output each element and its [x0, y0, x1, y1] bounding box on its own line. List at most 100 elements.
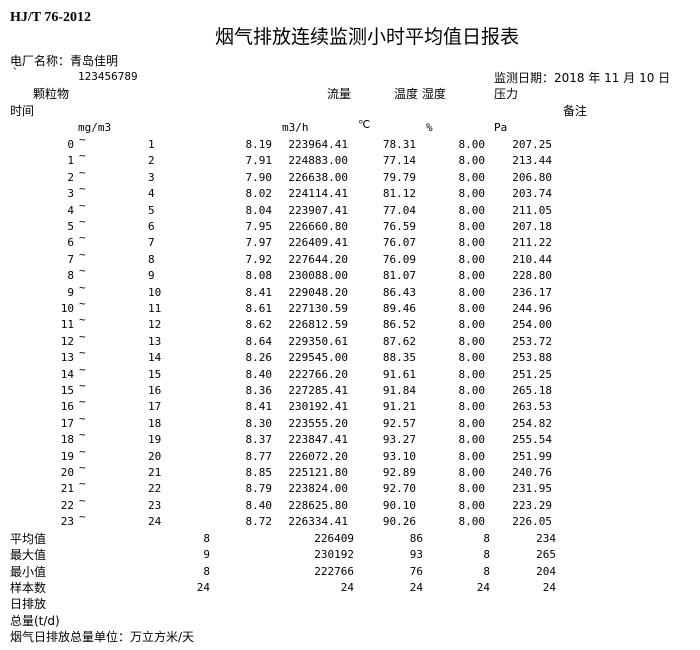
cell-hour-end: 6	[148, 220, 155, 233]
cell-humidity: 8.00	[458, 269, 486, 283]
summary-temperature: 76	[409, 564, 423, 578]
cell-hour-end: 21	[148, 466, 162, 479]
summary-humidity: 24	[476, 581, 490, 595]
cell-hour-start: 0	[67, 138, 74, 151]
cell-flow: 227644.20	[288, 252, 348, 266]
cell-temperature: 76.59	[382, 220, 416, 233]
cell-flow: 223847.41	[288, 433, 348, 447]
cell-hour-end: 18	[148, 416, 162, 430]
summary-flow: 222766	[314, 564, 354, 578]
cell-pressure: 231.95	[512, 482, 552, 496]
unit-note: 烟气日排放总量单位：万立方米/天	[10, 630, 195, 644]
cell-flow: 226334.41	[288, 515, 348, 529]
cell-hour-start: 2	[67, 170, 74, 184]
daily-emission-label: 日排放	[10, 597, 47, 611]
cell-pressure: 206.80	[512, 170, 552, 184]
cell-hour-end: 15	[148, 367, 162, 381]
cell-hour-end: 7	[148, 236, 155, 250]
cell-pressure: 263.53	[512, 400, 552, 414]
cell-temperature: 90.10	[382, 498, 416, 512]
cell-hour-end: 1	[148, 138, 155, 151]
cell-temperature: 86.52	[382, 318, 416, 332]
cell-temperature: 86.43	[382, 285, 416, 299]
cell-flow: 223907.41	[288, 203, 348, 217]
cell-hour-end: 19	[148, 433, 162, 447]
unit-particulate: mg/m3	[78, 121, 112, 134]
cell-hour-start: 21	[60, 482, 74, 496]
cell-hour-start: 6	[67, 236, 74, 250]
cell-humidity: 8.00	[458, 203, 486, 217]
tilde-separator: ~	[79, 231, 86, 245]
cell-pressure: 213.44	[512, 154, 552, 168]
cell-temperature: 81.07	[382, 269, 416, 283]
cell-humidity: 8.00	[458, 400, 486, 414]
summary-flow: 230192	[314, 548, 354, 562]
tilde-separator: ~	[79, 428, 86, 442]
cell-temperature: 77.04	[382, 203, 416, 217]
cell-flow: 224114.41	[288, 187, 348, 201]
cell-particulate: 7.90	[245, 170, 273, 184]
summary-particulate: 8	[203, 532, 210, 545]
tilde-separator: ~	[79, 280, 86, 294]
summary-flow: 24	[340, 581, 354, 595]
summary-label: 最大值	[10, 548, 47, 563]
cell-hour-start: 11	[60, 318, 74, 332]
cell-pressure: 254.00	[512, 318, 552, 332]
col-temp-humidity: 温度 湿度	[394, 87, 446, 101]
tilde-separator: ~	[79, 493, 86, 507]
tilde-separator: ~	[79, 313, 86, 327]
cell-hour-start: 8	[67, 269, 74, 283]
cell-particulate: 8.62	[245, 318, 273, 332]
cell-hour-start: 5	[67, 220, 74, 233]
cell-hour-end: 4	[148, 187, 155, 201]
cell-particulate: 7.97	[245, 236, 273, 250]
summary-flow: 226409	[314, 532, 354, 545]
cell-humidity: 8.00	[458, 449, 486, 463]
cell-flow: 226638.00	[288, 170, 348, 184]
cell-particulate: 8.61	[245, 302, 273, 315]
unit-temp: ℃	[358, 118, 371, 131]
cell-hour-start: 13	[60, 351, 74, 365]
summary-label: 最小值	[10, 564, 47, 579]
report-title: 烟气排放连续监测小时平均值日报表	[215, 26, 520, 48]
cell-flow: 228625.80	[288, 498, 348, 512]
tilde-separator: ~	[79, 461, 86, 474]
cell-humidity: 8.00	[458, 318, 486, 332]
cell-temperature: 93.10	[382, 449, 416, 463]
total-label: 总量(t/d)	[10, 614, 60, 628]
plant-name: 电厂名称：青岛佳明	[10, 54, 119, 68]
cell-hour-end: 5	[148, 203, 155, 217]
unit-pressure: Pa	[494, 121, 508, 134]
cell-humidity: 8.00	[458, 334, 486, 348]
cell-particulate: 8.26	[245, 351, 273, 365]
cell-humidity: 8.00	[458, 384, 486, 397]
cell-hour-end: 9	[148, 269, 155, 283]
cell-flow: 229545.00	[288, 351, 348, 365]
cell-hour-end: 17	[148, 400, 162, 414]
cell-temperature: 88.35	[382, 351, 416, 365]
cell-hour-end: 10	[148, 285, 162, 299]
col-particulate: 颗粒物	[33, 87, 70, 101]
cell-hour-end: 22	[148, 482, 162, 496]
cell-flow: 222766.20	[288, 367, 348, 381]
tilde-separator: ~	[79, 329, 86, 343]
cell-particulate: 8.85	[245, 466, 273, 479]
cell-humidity: 8.00	[458, 236, 486, 250]
cell-pressure: 265.18	[512, 384, 552, 397]
cell-hour-start: 14	[60, 367, 74, 381]
cell-humidity: 8.00	[458, 154, 486, 168]
cell-temperature: 92.70	[382, 482, 416, 496]
cell-temperature: 92.89	[382, 466, 416, 479]
cell-pressure: 244.96	[512, 302, 552, 315]
tilde-separator: ~	[79, 182, 86, 196]
cell-pressure: 254.82	[512, 416, 552, 430]
tilde-separator: ~	[79, 264, 86, 278]
cell-pressure: 226.05	[512, 515, 552, 529]
cell-flow: 230088.00	[288, 269, 348, 283]
cell-humidity: 8.00	[458, 170, 486, 184]
cell-humidity: 8.00	[458, 482, 486, 496]
cell-temperature: 93.27	[382, 433, 416, 447]
cell-particulate: 8.40	[245, 498, 273, 512]
cell-temperature: 81.12	[382, 187, 416, 201]
summary-humidity: 8	[483, 548, 490, 562]
